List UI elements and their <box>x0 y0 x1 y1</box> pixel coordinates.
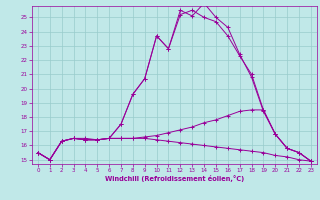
X-axis label: Windchill (Refroidissement éolien,°C): Windchill (Refroidissement éolien,°C) <box>105 175 244 182</box>
